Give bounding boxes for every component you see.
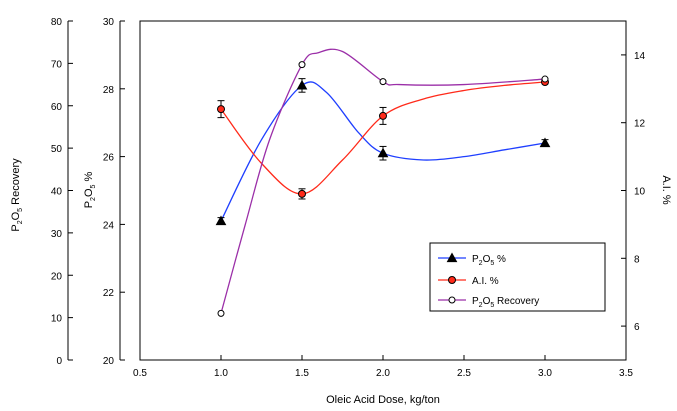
series-1 [217,78,549,200]
series-line [220,81,546,222]
outer-left-tick-label: 40 [51,187,63,198]
inner-left-axis-label: P2O5 % [83,172,97,209]
data-point-marker [446,252,458,263]
inner-left-tick-label: 30 [103,17,115,28]
data-point-marker [379,78,387,86]
legend-items: P2O5 % A.I. % P2O5 Recovery [438,252,539,309]
data-point-marker [217,105,225,114]
data-point-marker [296,79,308,90]
series-layer [215,48,551,317]
data-point-marker [298,61,306,69]
outer-left-tick-label: 70 [51,59,63,70]
inner-left-y-axis: 20 22 24 26 28 30 [103,17,125,367]
data-point-marker [215,215,227,226]
x-tick-label: 3.5 [619,368,633,379]
x-axis-label: Oleic Acid Dose, kg/ton [326,394,440,406]
inner-left-tick-label: 22 [103,288,115,299]
inner-left-tick-label: 28 [103,85,115,96]
right-tick-label: 8 [634,254,640,265]
legend-label: P2O5 % [472,254,506,267]
outer-left-tick-label: 80 [51,17,63,28]
series-line [220,48,546,314]
data-point-marker [448,296,456,304]
legend-label: A.I. % [472,276,499,287]
x-tick-label: 2.5 [457,368,471,379]
data-point-marker [541,75,549,83]
right-tick-label: 12 [634,119,646,130]
data-point-marker [298,189,306,198]
outer-left-tick-label: 50 [51,144,63,155]
x-tick-label: 1.0 [214,368,228,379]
x-tick-label: 3.0 [538,368,552,379]
data-point-marker [539,137,551,148]
x-tick-label: 0.5 [133,368,147,379]
outer-left-tick-label: 60 [51,102,63,113]
right-y-axis: 6 8 10 12 14 [621,51,646,333]
series-2 [217,48,549,317]
outer-left-tick-label: 0 [56,356,62,367]
data-point-marker [377,147,389,158]
outer-left-tick-label: 10 [51,314,63,325]
right-tick-label: 10 [634,187,646,198]
legend-label: P2O5 Recovery [472,296,539,309]
right-axis-label: A.I. % [660,175,672,205]
inner-left-tick-label: 24 [103,220,115,231]
x-tick-label: 2.0 [376,368,390,379]
legend: P2O5 % A.I. % P2O5 Recovery [429,242,606,312]
series-0 [215,78,551,226]
data-point-marker [448,276,456,284]
right-tick-label: 14 [634,51,646,62]
inner-left-tick-label: 20 [103,356,115,367]
data-point-marker [379,111,387,120]
x-axis: 0.5 1.0 1.5 2.0 2.5 3.0 3.5 [133,355,633,379]
outer-left-tick-label: 30 [51,229,63,240]
outer-left-y-axis: 0 10 20 30 40 50 60 70 80 [51,17,73,367]
outer-left-axis-label: P2O5 Recovery [10,158,24,232]
outer-left-tick-label: 20 [51,271,63,282]
right-tick-label: 6 [634,322,640,333]
inner-left-tick-label: 26 [103,153,115,164]
data-point-marker [217,309,225,317]
x-tick-label: 1.5 [295,368,309,379]
